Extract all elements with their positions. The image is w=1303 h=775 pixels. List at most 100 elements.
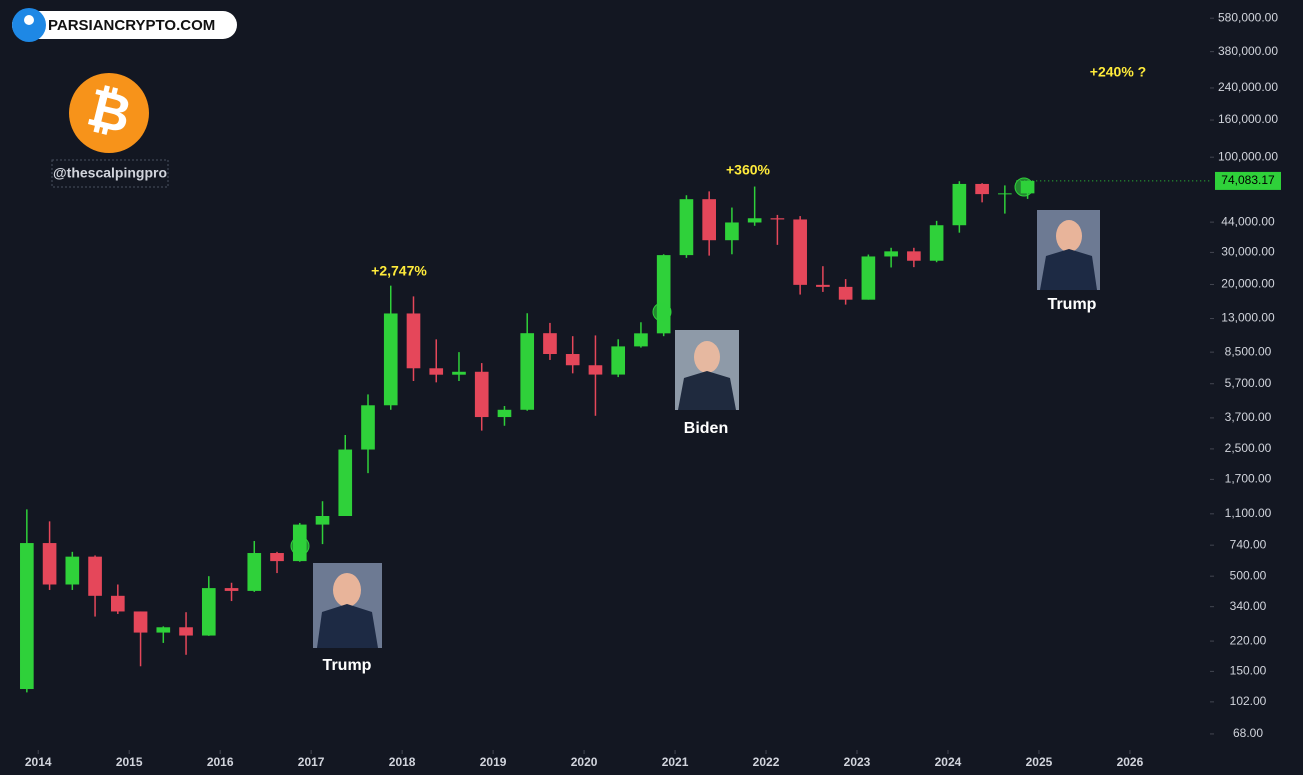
- candle-body: [497, 409, 512, 418]
- y-tick-label: 100,000.00: [1218, 149, 1278, 163]
- x-tick-label: 2026: [1117, 755, 1144, 769]
- candle-body: [110, 595, 125, 612]
- candle-body: [952, 183, 967, 226]
- candle-body: [588, 365, 603, 375]
- candle-body: [201, 588, 216, 636]
- x-tick-label: 2024: [935, 755, 962, 769]
- candle-body: [338, 449, 353, 517]
- y-tick-label: 30,000.00: [1221, 245, 1275, 259]
- candle-body: [133, 611, 148, 633]
- candle-body: [315, 516, 330, 525]
- y-tick-label: 220.00: [1230, 633, 1267, 647]
- y-tick-label: 44,000.00: [1221, 214, 1275, 228]
- candle-body: [429, 368, 444, 375]
- handle-box: [51, 159, 169, 188]
- y-tick-label: 1,700.00: [1225, 472, 1272, 486]
- y-tick-label: 580,000.00: [1218, 10, 1278, 24]
- candle-body: [65, 556, 80, 585]
- bitcoin-logo: [69, 73, 149, 153]
- photos: [313, 210, 1100, 648]
- photo-face: [333, 573, 361, 607]
- x-tick-label: 2017: [298, 755, 325, 769]
- candle-body: [179, 627, 193, 636]
- candle-body: [770, 218, 785, 220]
- candle-body: [383, 313, 398, 406]
- x-tick-label: 2014: [25, 755, 52, 769]
- candle-body: [725, 222, 739, 241]
- candle-body: [998, 193, 1012, 195]
- candle-body: [406, 313, 421, 369]
- candle-body: [929, 225, 944, 261]
- photo-suit: [317, 604, 378, 648]
- annotation: +2,747%: [371, 263, 427, 279]
- candle-body: [361, 405, 375, 450]
- candle-body: [634, 333, 648, 347]
- logo-pill: [12, 11, 237, 39]
- candle-body: [975, 183, 989, 195]
- y-tick-label: 500.00: [1230, 568, 1267, 582]
- candle-body: [907, 251, 921, 261]
- candle-body: [861, 256, 876, 300]
- candle-body: [747, 218, 762, 223]
- candle-body: [474, 371, 489, 418]
- logo-icon-dot: [24, 15, 34, 25]
- candle-body: [543, 333, 557, 355]
- y-tick-label: 1,100.00: [1225, 506, 1272, 520]
- candle-body: [520, 333, 535, 410]
- y-tick-label: 2,500.00: [1225, 441, 1272, 455]
- y-tick-label: 8,500.00: [1225, 344, 1272, 358]
- x-tick-label: 2020: [571, 755, 598, 769]
- y-tick-label: 3,700.00: [1225, 410, 1272, 424]
- x-tick-label: 2019: [480, 755, 507, 769]
- y-tick-label: 150.00: [1230, 664, 1267, 678]
- caption: Trump: [1048, 296, 1097, 313]
- candles: [20, 180, 1035, 693]
- handle: @thescalpingpro: [53, 165, 167, 181]
- photo-suit: [678, 371, 736, 410]
- candle-body: [270, 553, 284, 562]
- site-name: PARSIANCRYPTO.COM: [48, 17, 215, 34]
- y-tick-label: 380,000.00: [1218, 44, 1278, 58]
- y-tick-label: 68.00: [1233, 726, 1263, 740]
- candle-body: [247, 553, 262, 591]
- y-tick-label: 160,000.00: [1218, 112, 1278, 126]
- candle-body: [884, 251, 898, 257]
- y-tick-label: 340.00: [1230, 599, 1267, 613]
- annotation: +240% ?: [1090, 64, 1146, 80]
- annotation: +360%: [726, 162, 771, 178]
- candle-body: [702, 199, 716, 241]
- y-tick-label: 20,000.00: [1221, 277, 1275, 291]
- y-tick-label: 740.00: [1230, 537, 1267, 551]
- election-marker: [652, 302, 672, 322]
- x-tick-label: 2015: [116, 755, 143, 769]
- candle-body: [679, 199, 694, 256]
- candle-body: [838, 286, 853, 300]
- photo-face: [1056, 220, 1082, 252]
- photo-suit: [1040, 249, 1097, 290]
- photo-face: [694, 341, 720, 373]
- x-tick-label: 2016: [207, 755, 234, 769]
- x-tick-label: 2025: [1026, 755, 1053, 769]
- x-tick-label: 2018: [389, 755, 416, 769]
- election-marker: [1014, 177, 1034, 197]
- caption: Trump: [323, 657, 372, 674]
- x-tick-label: 2021: [662, 755, 689, 769]
- y-tick-label: 13,000.00: [1221, 311, 1275, 325]
- candle-body: [793, 219, 807, 285]
- candle-body: [816, 284, 830, 287]
- candle-body: [42, 543, 57, 585]
- candle-body: [156, 627, 171, 633]
- candle-body: [452, 371, 466, 375]
- last-price-box: [1215, 171, 1281, 190]
- candle-body: [611, 346, 626, 375]
- y-tick-label: 102.00: [1230, 694, 1267, 708]
- candle-body: [88, 556, 102, 596]
- candle-body: [20, 543, 34, 690]
- y-tick-label: 240,000.00: [1218, 80, 1278, 94]
- candle-body: [565, 354, 580, 366]
- caption: Biden: [684, 420, 728, 437]
- y-tick-label: 5,700.00: [1225, 376, 1272, 390]
- site-logo: PARSIANCRYPTO.COM: [12, 8, 237, 42]
